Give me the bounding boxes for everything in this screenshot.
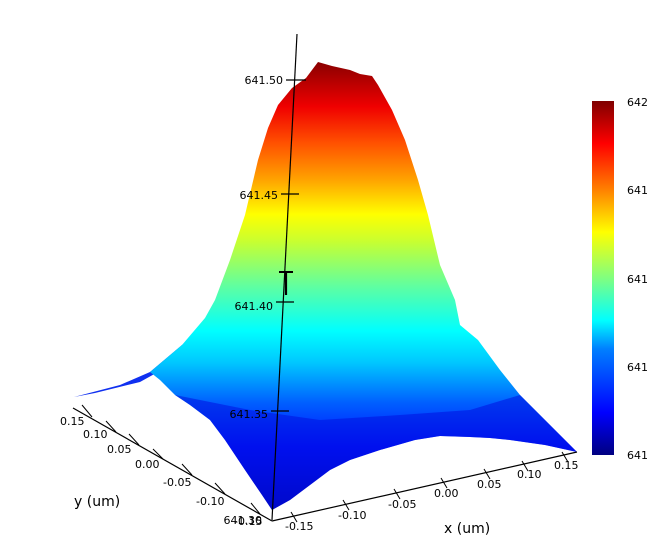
y-tick-label: -0.10 bbox=[196, 495, 224, 508]
z-tick-label: 641.35 bbox=[230, 408, 269, 421]
colorbar: 642 641 641 641 641 bbox=[592, 96, 648, 462]
y-tick-label: 0.10 bbox=[83, 428, 108, 441]
surface-base-shade bbox=[175, 395, 577, 510]
x-axis-title: x (um) bbox=[444, 521, 490, 537]
x-tick-label: -0.15 bbox=[285, 520, 313, 533]
x-tick-label: -0.10 bbox=[338, 509, 366, 522]
surface-main bbox=[150, 62, 577, 510]
surface-mesh bbox=[74, 62, 577, 510]
y-tick-label: -0.05 bbox=[163, 476, 191, 489]
colorbar-label: 641 bbox=[627, 273, 648, 286]
x-axis: -0.15 -0.10 -0.05 0.00 0.05 0.10 0.15 x … bbox=[271, 451, 579, 537]
x-tick-label: 0.05 bbox=[477, 478, 502, 491]
z-tick-label: 641.45 bbox=[240, 189, 279, 202]
y-axis-title: y (um) bbox=[74, 494, 120, 510]
x-tick-label: 0.10 bbox=[517, 468, 542, 481]
x-tick-label: 0.15 bbox=[554, 459, 579, 472]
colorbar-label: 641 bbox=[627, 361, 648, 374]
colorbar-label: 641 bbox=[627, 449, 648, 462]
z-tick-label: 641.40 bbox=[235, 300, 274, 313]
x-tick-label: 0.00 bbox=[434, 487, 459, 500]
z-tick-label: 641.50 bbox=[245, 74, 284, 87]
colorbar-label: 642 bbox=[627, 96, 648, 109]
x-tick-label: -0.05 bbox=[388, 498, 416, 511]
y-tick-label: 0.00 bbox=[135, 458, 160, 471]
y-tick-label: 0.15 bbox=[60, 415, 85, 428]
colorbar-label: 641 bbox=[627, 184, 648, 197]
y-tick-label: -0.15 bbox=[234, 515, 262, 528]
z-axis: 641.50 641.45 641.40 641.35 641.30 bbox=[224, 33, 306, 527]
colorbar-gradient bbox=[592, 101, 614, 455]
z-tick-label: 641.30 bbox=[224, 514, 263, 527]
y-tick-label: 0.05 bbox=[107, 443, 132, 456]
y-axis: 0.15 0.10 0.05 0.00 -0.05 -0.10 -0.15 y … bbox=[60, 404, 273, 528]
